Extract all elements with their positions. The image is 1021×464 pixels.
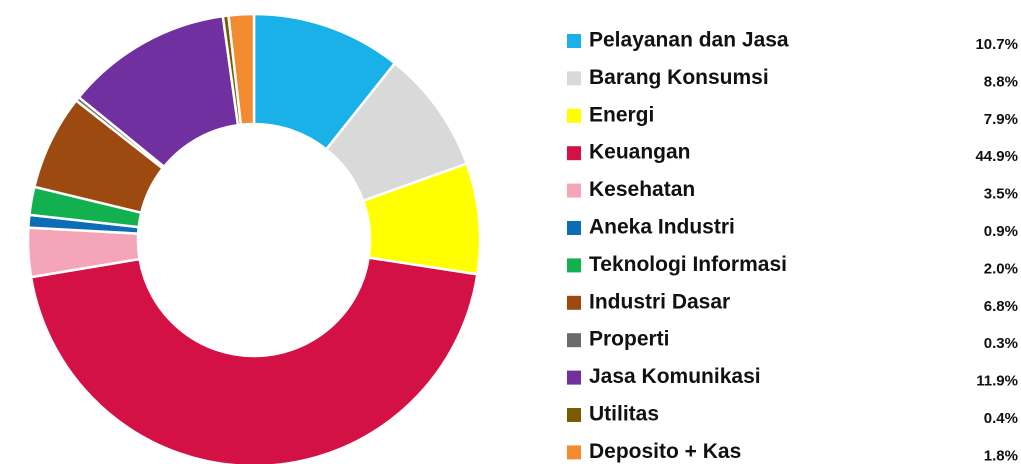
legend-swatch [567,146,581,161]
legend-label: Properti [589,328,670,351]
legend-label: Kesehatan [589,178,695,201]
legend-label: Jasa Komunikasi [589,365,761,388]
value-label: 7.9% [984,111,1018,128]
legend-swatch [567,221,581,235]
legend-label: Utilitas [589,403,659,426]
value-label: 0.9% [984,223,1018,240]
value-label: 10.7% [975,36,1018,53]
value-label: 8.8% [984,73,1018,90]
slice [227,12,256,127]
legend-label: Industri Dasar [589,290,730,313]
legend-swatch [567,183,581,198]
legend-swatch [567,108,581,123]
value-label: 0.3% [984,335,1018,352]
legend-swatch [567,295,581,310]
legend-swatch [567,71,581,86]
value-label: 6.8% [984,298,1018,315]
legend-swatch [567,445,581,460]
legend-label: Teknologi Informasi [589,253,787,276]
value-label: 3.5% [984,186,1018,203]
legend-label: Energi [589,103,654,126]
slice [29,256,479,464]
legend-label: Aneka Industri [589,216,735,239]
legend-label: Deposito + Kas [589,440,741,463]
legend-label: Pelayanan dan Jasa [589,29,789,52]
legend-swatch [567,333,581,348]
value-label: 1.8% [984,447,1018,464]
value-label: 11.9% [976,373,1018,390]
value-label: 2.0% [984,260,1018,277]
legend-swatch [567,34,581,48]
legend-label: Keuangan [589,141,691,164]
legend-swatch [567,258,581,273]
value-label: 44.9% [975,148,1018,165]
legend-swatch [567,370,581,385]
value-label: 0.4% [984,410,1018,427]
legend-swatch [567,408,581,422]
legend-label: Barang Konsumsi [589,66,769,89]
